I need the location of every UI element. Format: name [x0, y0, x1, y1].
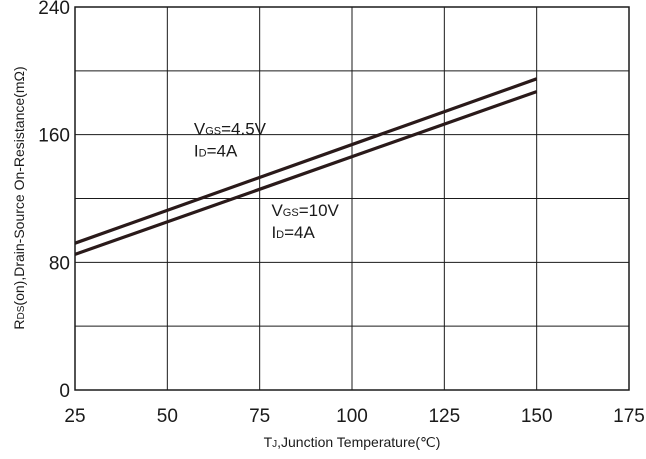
- annotation-vgs-label: VGS=10V: [271, 201, 339, 220]
- x-tick-label: 125: [428, 406, 460, 427]
- plot-frame: [74, 6, 630, 391]
- y-tick-label: 0: [59, 381, 70, 402]
- annotation-2: VGS=10V ID=4A: [271, 201, 339, 242]
- y-tick-label: 80: [49, 253, 70, 274]
- series-line-1: [74, 77, 538, 245]
- series-lines: [74, 77, 538, 256]
- y-tick-labels: 0 80 160 240: [38, 0, 70, 402]
- annotation-id-label: ID=4A: [194, 142, 238, 161]
- y-axis-title: RDS(on),Drain-Source On-Resistance(mΩ): [11, 66, 27, 329]
- y-tick-label: 240: [38, 0, 70, 19]
- x-tick-labels: 25 50 75 100 125 150 175: [64, 406, 644, 427]
- x-tick-label: 175: [613, 406, 645, 427]
- y-tick-label: 160: [38, 126, 70, 147]
- x-tick-label: 150: [521, 406, 553, 427]
- series-line-2: [74, 90, 538, 256]
- annotation-1: VGS=4.5V ID=4A: [194, 120, 267, 161]
- annotation-id-label: ID=4A: [271, 223, 315, 242]
- x-tick-label: 75: [249, 406, 270, 427]
- grid: [74, 6, 630, 391]
- x-axis-title: TJ,Junction Temperature(℃): [264, 434, 441, 450]
- x-tick-label: 100: [336, 406, 368, 427]
- annotation-vgs-label: VGS=4.5V: [194, 120, 267, 139]
- annotations: VGS=4.5V ID=4A VGS=10V ID=4A: [194, 120, 340, 242]
- x-tick-label: 25: [64, 406, 85, 427]
- x-tick-label: 50: [157, 406, 178, 427]
